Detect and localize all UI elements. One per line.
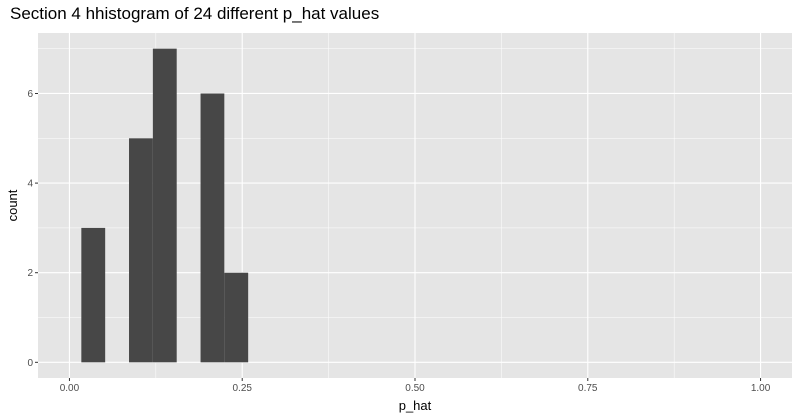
- y-tick-label: 4: [27, 179, 33, 190]
- histogram-bars: [81, 48, 249, 363]
- x-axis-title: p_hat: [399, 398, 432, 413]
- x-tick-label: 0.50: [405, 383, 425, 394]
- histogram-bar: [81, 227, 106, 363]
- histogram-bar: [152, 48, 177, 363]
- chart-title: Section 4 hhistogram of 24 different p_h…: [10, 4, 380, 23]
- x-axis-ticks: 0.00 0.25 0.50 0.75 1.00: [60, 378, 771, 394]
- y-axis-title: count: [5, 189, 20, 221]
- y-tick-label: 2: [27, 268, 33, 279]
- x-tick-label: 0.25: [232, 383, 252, 394]
- histogram-bar: [224, 272, 249, 363]
- major-gridlines: [38, 33, 792, 378]
- x-tick-label: 1.00: [751, 383, 771, 394]
- y-tick-label: 0: [27, 358, 33, 369]
- y-axis-ticks: 0 2 4 6: [27, 89, 38, 369]
- y-tick-label: 6: [27, 89, 33, 100]
- histogram-bar: [200, 93, 225, 363]
- x-tick-label: 0.00: [60, 383, 80, 394]
- histogram-bar: [129, 138, 153, 363]
- x-tick-label: 0.75: [578, 383, 598, 394]
